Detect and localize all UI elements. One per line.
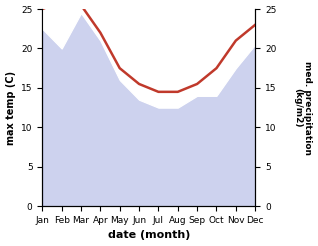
Y-axis label: max temp (C): max temp (C) (5, 71, 16, 145)
X-axis label: date (month): date (month) (107, 231, 190, 240)
Y-axis label: med. precipitation
(kg/m2): med. precipitation (kg/m2) (293, 61, 313, 155)
